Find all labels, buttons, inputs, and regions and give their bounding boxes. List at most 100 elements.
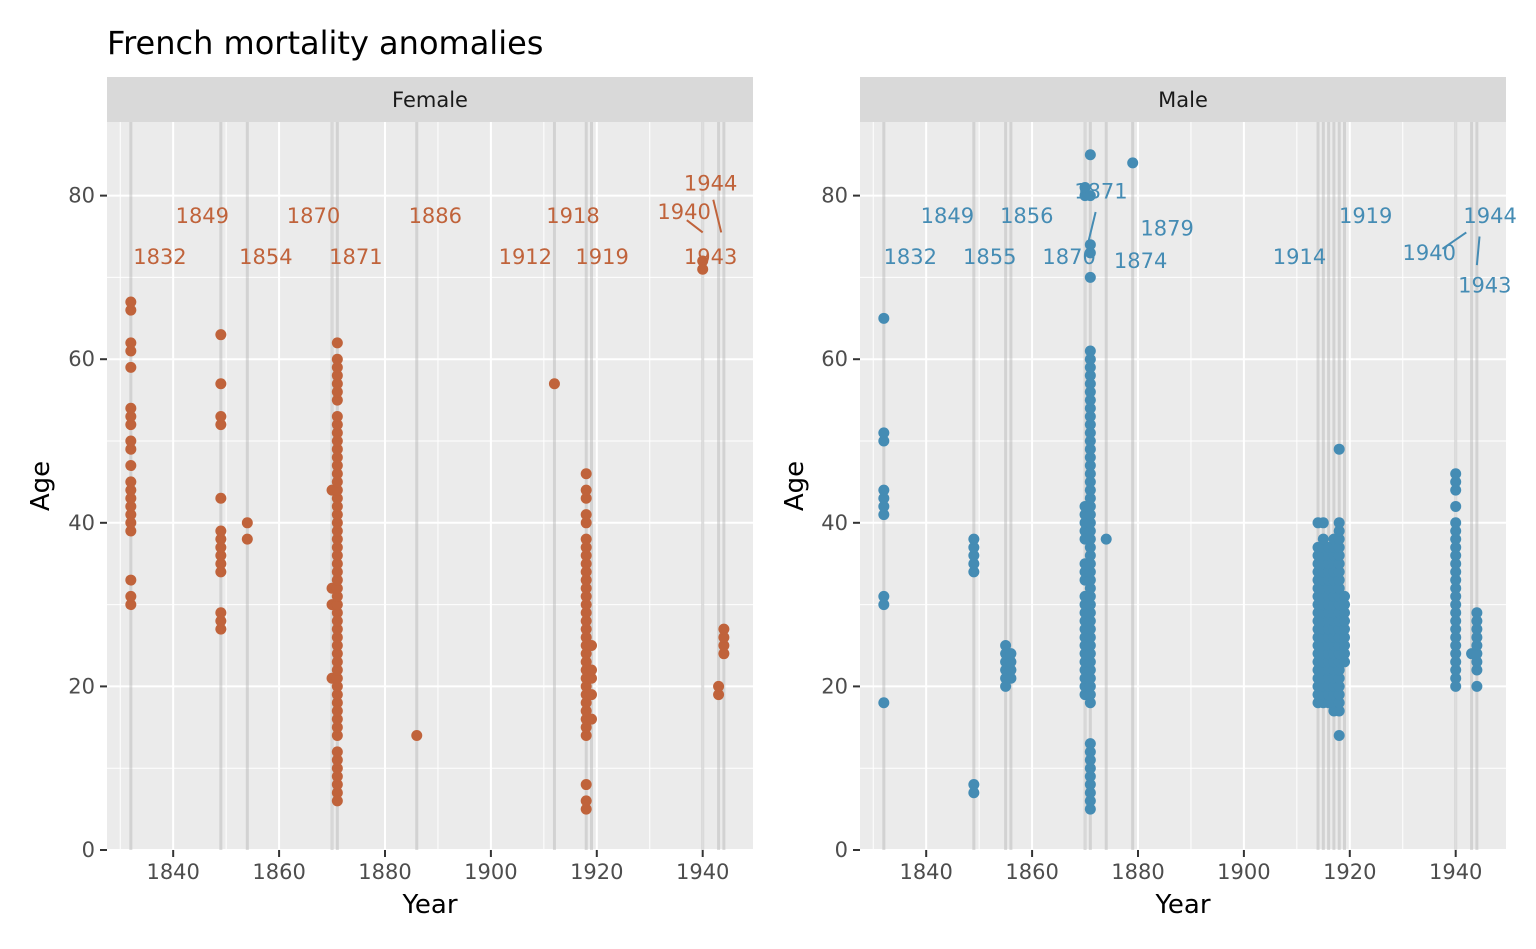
data-point-1940-age-20	[1450, 680, 1462, 692]
data-point-1871-age-23	[331, 656, 343, 668]
data-point-1871-age-39	[331, 525, 343, 537]
strip-female	[107, 77, 753, 122]
data-point-1918-age-29	[580, 607, 592, 619]
year-label-1856: 1856	[1000, 204, 1053, 228]
data-point-1918-age-20	[580, 680, 592, 692]
data-point-1832-age-45	[125, 476, 137, 488]
data-point-1832-age-54	[125, 402, 137, 414]
data-point-1832-age-50	[878, 435, 890, 447]
year-label-1940: 1940	[1402, 241, 1455, 265]
year-label-1870: 1870	[1042, 245, 1095, 269]
data-point-1832-age-18	[878, 697, 890, 709]
data-point-1918-age-23	[580, 656, 592, 668]
data-point-1871-age-38	[331, 533, 343, 545]
data-point-1919-age-24	[1339, 648, 1350, 660]
data-point-1849-age-37	[968, 541, 980, 553]
data-point-1940-age-42	[1450, 500, 1462, 512]
data-point-1871-age-58	[331, 370, 343, 382]
data-point-1918-age-38	[1333, 533, 1345, 545]
data-point-1871-age-10	[1084, 762, 1096, 774]
data-point-1944-age-27	[718, 623, 730, 635]
data-point-1871-age-43	[331, 492, 343, 504]
data-point-1944-age-22	[1471, 664, 1483, 676]
data-point-1871-age-42	[331, 500, 343, 512]
data-point-1871-age-30	[1084, 599, 1096, 611]
data-point-1871-age-40	[331, 517, 343, 529]
data-point-1940-age-35	[1450, 558, 1462, 570]
data-point-1832-age-67	[125, 296, 137, 308]
data-point-1871-age-15	[331, 721, 343, 733]
data-point-1871-age-51	[1084, 427, 1096, 439]
data-point-1940-age-21	[1450, 672, 1462, 684]
data-point-1871-age-8	[331, 779, 343, 791]
data-point-1871-age-34	[331, 566, 343, 578]
data-point-1856-age-21	[1005, 672, 1017, 684]
data-point-1849-age-57	[215, 378, 227, 390]
year-label-1874: 1874	[1114, 249, 1167, 273]
data-point-1871-age-34	[1084, 566, 1096, 578]
data-point-1832-age-42	[878, 500, 890, 512]
data-point-1918-age-5	[580, 803, 592, 815]
data-point-1871-age-73	[1084, 247, 1096, 259]
data-point-1918-age-35	[580, 558, 592, 570]
year-label-1832: 1832	[133, 245, 186, 269]
data-point-1849-age-43	[215, 492, 227, 504]
data-point-1944-age-29	[1471, 607, 1483, 619]
year-label-1944: 1944	[1463, 204, 1516, 228]
data-point-1849-age-29	[215, 607, 227, 619]
year-label-1879: 1879	[1140, 216, 1193, 240]
data-point-1871-age-48	[1084, 451, 1096, 463]
data-point-1918-age-34	[1333, 566, 1345, 578]
data-point-1871-age-39	[1084, 525, 1096, 537]
data-point-1871-age-12	[1084, 746, 1096, 758]
data-point-1871-age-7	[331, 787, 343, 799]
data-point-1940-age-34	[1450, 566, 1462, 578]
y-tick-label: 60	[821, 347, 848, 371]
data-point-1940-age-44	[1450, 484, 1462, 496]
data-point-1918-age-33	[580, 574, 592, 586]
data-point-1944-age-27	[1471, 623, 1483, 635]
year-label-1940: 1940	[657, 200, 710, 224]
y-tick-label: 0	[82, 838, 95, 862]
data-point-1918-age-28	[580, 615, 592, 627]
data-point-1871-age-9	[1084, 770, 1096, 782]
year-label-1919: 1919	[575, 245, 628, 269]
data-point-1918-age-40	[580, 517, 592, 529]
year-label-connector-1944	[712, 199, 723, 233]
data-point-1832-age-31	[878, 590, 890, 602]
data-point-1944-age-25	[1471, 640, 1483, 652]
data-point-1919-age-22	[586, 664, 597, 676]
data-point-1919-age-31	[1339, 590, 1350, 602]
data-point-1918-age-39	[1333, 525, 1345, 537]
year-label-1832: 1832	[884, 245, 937, 269]
data-point-1871-age-50	[331, 435, 343, 447]
data-point-1918-age-18	[580, 697, 592, 709]
data-point-1871-age-55	[331, 394, 343, 406]
data-point-1944-age-25	[718, 640, 730, 652]
data-point-1940-age-33	[1450, 574, 1462, 586]
data-point-1918-age-17	[1333, 705, 1345, 717]
data-point-1943-age-19	[713, 689, 725, 701]
data-point-1874-age-38	[1100, 533, 1112, 545]
data-point-1832-age-66	[125, 304, 137, 316]
data-point-1918-age-46	[580, 468, 592, 480]
data-point-1871-age-70	[1084, 271, 1096, 283]
data-point-1849-age-35	[215, 558, 227, 570]
data-point-1832-age-39	[125, 525, 137, 537]
data-point-1871-age-44	[1084, 484, 1096, 496]
data-point-1871-age-57	[331, 378, 343, 390]
y-tick-label: 20	[68, 674, 95, 698]
data-point-1918-age-41	[580, 509, 592, 521]
data-point-1832-age-40	[125, 517, 137, 529]
data-point-1940-age-29	[1450, 607, 1462, 619]
data-point-1871-age-12	[331, 746, 343, 758]
data-point-1912-age-57	[548, 378, 560, 390]
x-tick-label: 1940	[676, 860, 729, 884]
data-point-1871-age-50	[1084, 435, 1096, 447]
data-point-1871-age-21	[331, 672, 343, 684]
data-point-1871-age-27	[331, 623, 343, 635]
data-point-1871-age-13	[1084, 738, 1096, 750]
data-point-1918-age-37	[580, 541, 592, 553]
data-point-1871-age-47	[331, 460, 343, 472]
data-point-1918-age-14	[580, 729, 592, 741]
